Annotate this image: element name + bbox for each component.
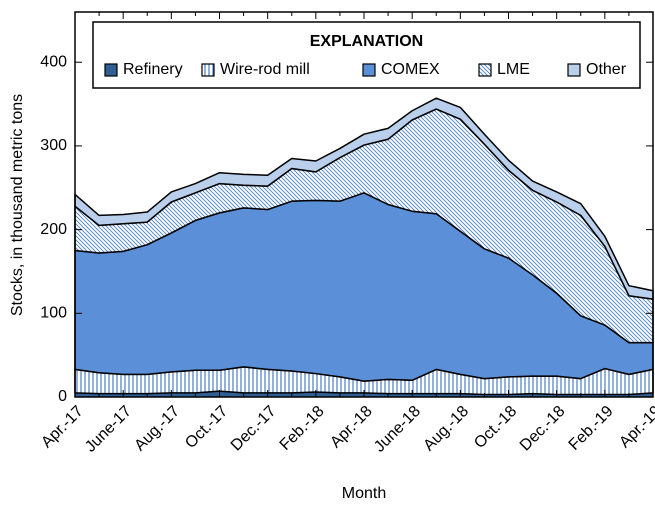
legend-swatch xyxy=(362,63,376,77)
x-tick-label: Apr.-17 xyxy=(38,403,87,452)
legend-label: Refinery xyxy=(123,61,183,78)
legend-label: Wire-rod mill xyxy=(220,61,310,78)
legend: EXPLANATION Refinery Wire-rod mill COMEX LME… xyxy=(92,21,641,89)
legend-swatch xyxy=(478,63,492,77)
x-tick-label: Feb.-18 xyxy=(277,403,328,454)
legend-label: LME xyxy=(497,61,530,78)
x-tick-label: Dec.-18 xyxy=(517,403,569,455)
legend-swatch xyxy=(104,63,118,77)
legend-title: EXPLANATION xyxy=(310,33,423,50)
legend-box xyxy=(92,21,641,89)
x-tick-label: Feb.-19 xyxy=(566,403,617,454)
x-tick-label: Apr.-19 xyxy=(616,403,655,452)
x-tick-label: Aug.-18 xyxy=(420,403,472,455)
y-tick-label: 300 xyxy=(40,137,67,154)
legend-label: Other xyxy=(586,61,627,78)
y-tick-label: 200 xyxy=(40,221,67,238)
x-axis-label: Month xyxy=(342,485,386,502)
x-tick-label: Apr.-18 xyxy=(327,403,376,452)
x-tick-label: Dec.-17 xyxy=(228,403,280,455)
legend-swatch xyxy=(567,63,581,77)
y-tick-label: 100 xyxy=(40,305,67,322)
y-tick-label: 400 xyxy=(40,53,67,70)
x-tick-label: Oct.-18 xyxy=(471,403,520,452)
legend-swatch xyxy=(201,63,215,77)
x-tick-label: Aug.-17 xyxy=(131,403,183,455)
x-tick-label: Oct.-17 xyxy=(182,403,231,452)
y-axis-label: Stocks, in thousand metric tons xyxy=(9,94,26,316)
y-tick-label: 0 xyxy=(58,388,67,405)
x-tick-label: June-18 xyxy=(371,403,424,456)
x-tick-label: June-17 xyxy=(82,403,135,456)
legend-label: COMEX xyxy=(381,61,440,78)
